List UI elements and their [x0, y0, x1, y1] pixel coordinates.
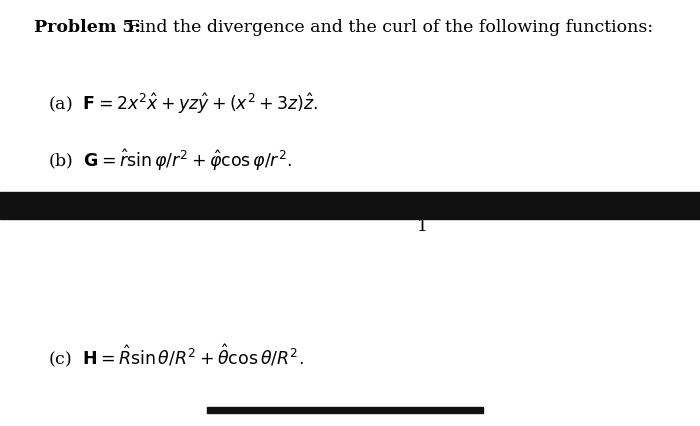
Text: (b)  $\mathbf{G} = \hat{r}\sin\varphi/r^2 + \hat{\varphi}\cos\varphi/r^2.$: (b) $\mathbf{G} = \hat{r}\sin\varphi/r^2…: [48, 147, 292, 173]
Text: 1: 1: [416, 217, 428, 234]
Text: Find the divergence and the curl of the following functions:: Find the divergence and the curl of the …: [122, 19, 654, 36]
Bar: [206, 407, 483, 413]
Text: (c)  $\mathbf{H} = \hat{R}\sin\theta/R^2 + \hat{\theta}\cos\theta/R^2.$: (c) $\mathbf{H} = \hat{R}\sin\theta/R^2 …: [48, 341, 303, 368]
Text: Problem 5:: Problem 5:: [34, 19, 141, 36]
Bar: [0, 193, 700, 219]
Text: (a)  $\mathbf{F} = 2x^2\hat{x} + yz\hat{y} + (x^2 + 3z)\hat{z}.$: (a) $\mathbf{F} = 2x^2\hat{x} + yz\hat{y…: [48, 92, 318, 116]
